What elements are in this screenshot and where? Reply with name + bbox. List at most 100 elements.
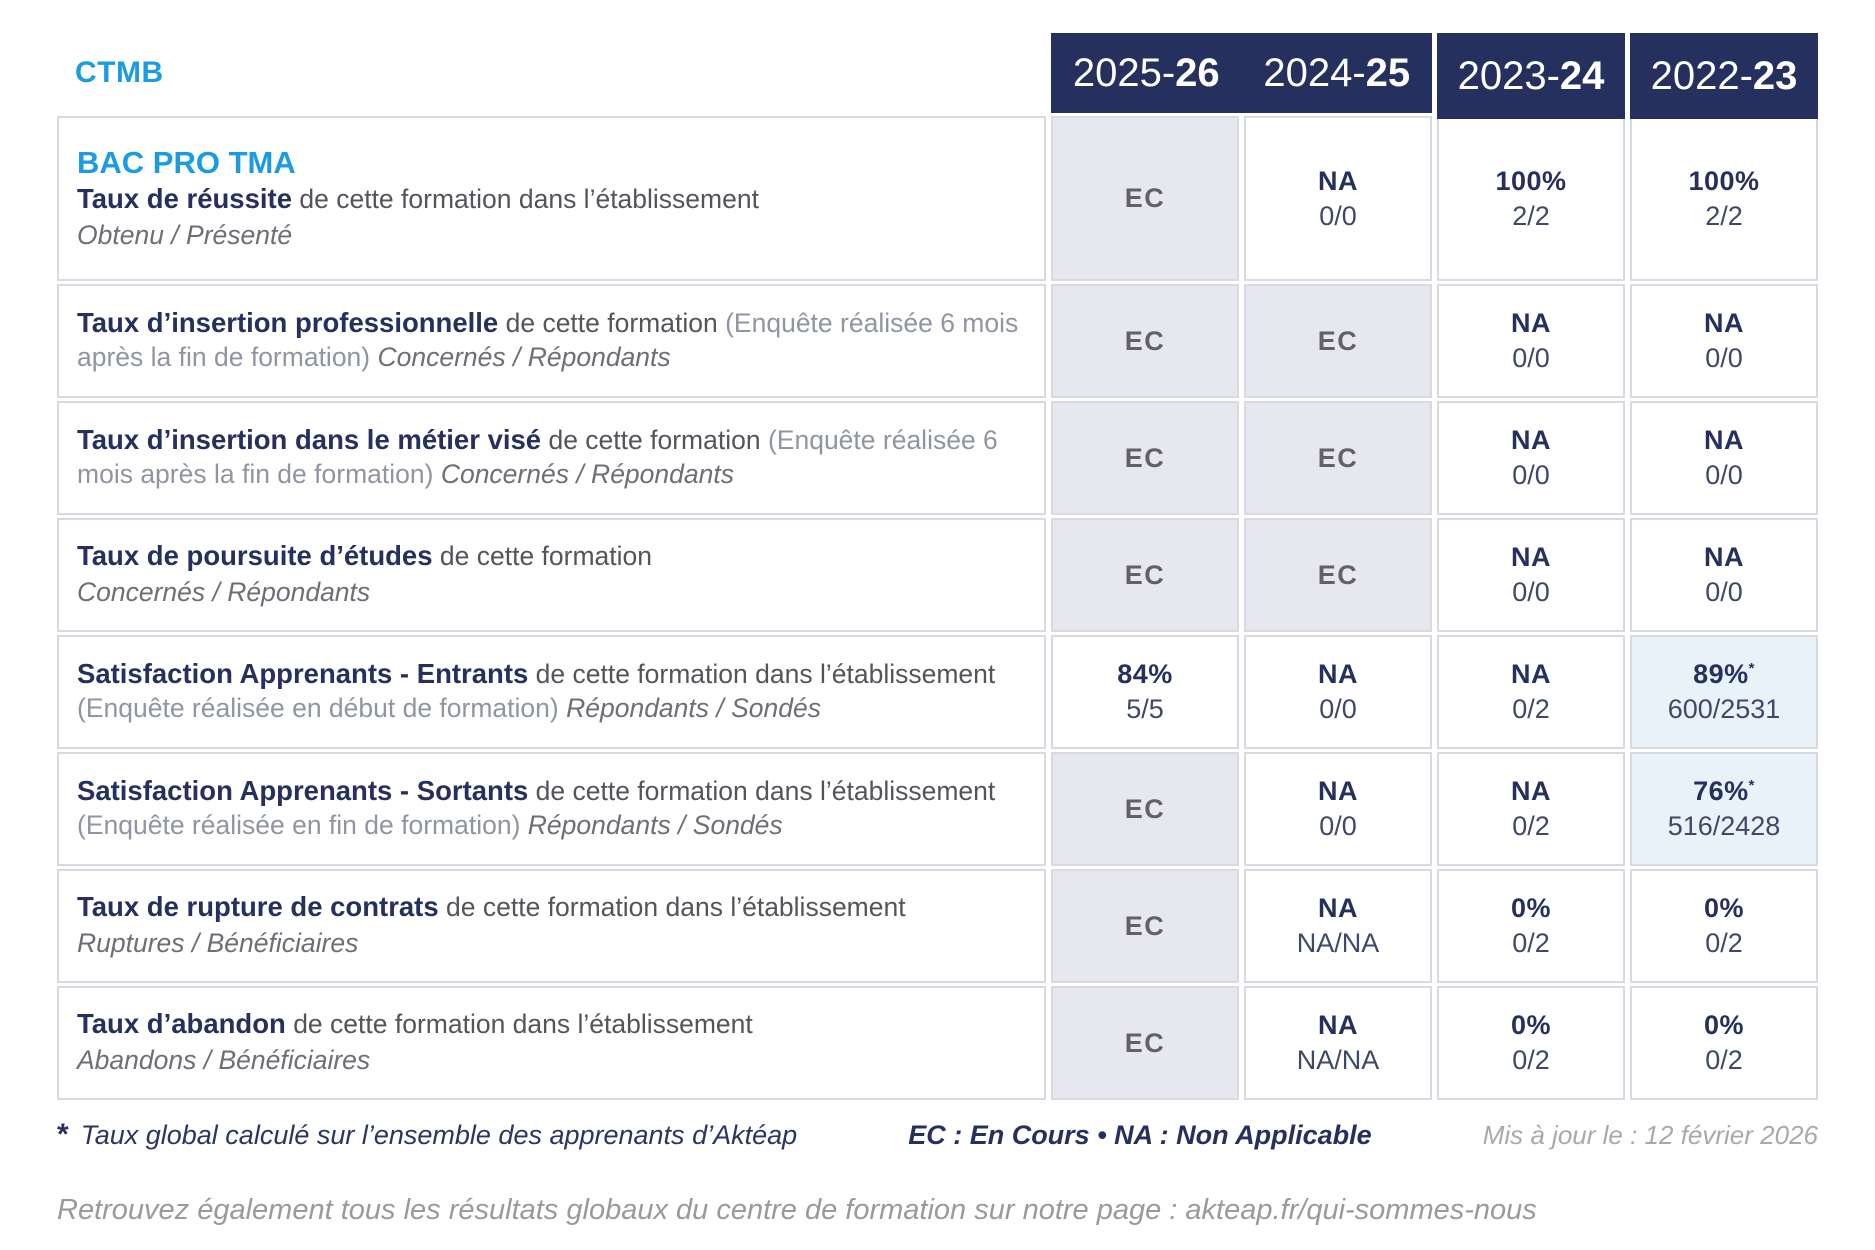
bottom-note: Retrouvez également tous les résultats g… (57, 1194, 1537, 1226)
value-main: 100% (1688, 165, 1760, 196)
value-main: EC (1317, 325, 1359, 356)
metric-row-label-abandon: Taux d’abandon de cette formation dans l… (57, 986, 1046, 1100)
metric-desc: de cette formation (439, 541, 653, 571)
updated-date: Mis à jour le : 12 février 2026 (1482, 1120, 1818, 1150)
value-main: EC (1124, 1027, 1166, 1058)
value-cell: NA NA/NA (1244, 869, 1432, 983)
column-header-2024-25: 2024- 25 (1241, 33, 1432, 113)
metric-line: Satisfaction Apprenants - Sortants de ce… (77, 774, 1024, 842)
value-cell: NA 0/0 (1437, 518, 1625, 632)
metric-row-label-insertion-pro: Taux d’insertion professionnelle de cett… (57, 284, 1046, 398)
asterisk-legend-marker: * (57, 1118, 69, 1151)
metric-title: Taux d’abandon (77, 1008, 286, 1039)
year-suffix: 26 (1175, 50, 1220, 95)
value-main: NA (1318, 776, 1358, 806)
value-main: NA (1511, 542, 1551, 572)
value-cell: EC (1051, 116, 1239, 281)
metric-title: Taux d’insertion dans le métier visé (77, 424, 542, 455)
year-prefix: 2024- (1263, 50, 1366, 95)
metric-desc: de cette formation dans l’établissement (293, 1009, 753, 1039)
value-main: NA (1704, 425, 1744, 455)
metric-paren: (Enquête réalisée 6 mois après la fin de… (77, 425, 998, 489)
metric-title: Taux d’insertion professionnelle (77, 307, 499, 338)
year-prefix: 2025- (1072, 50, 1176, 95)
value-main: NA (1318, 1010, 1358, 1040)
metric-title: Taux de poursuite d’études (77, 540, 433, 571)
metric-subtitle: Ruptures / Bénéficiaires (77, 928, 359, 958)
metric-line: Taux de poursuite d’études de cette form… (77, 539, 1024, 609)
metric-line: Taux d’insertion dans le métier visé de … (77, 423, 1024, 491)
value-main: 89%* (1693, 659, 1755, 690)
value-main: 0% (1510, 893, 1552, 923)
footnote-text: Taux global calculé sur l’ensemble des a… (80, 1120, 798, 1150)
value-sub: 2/2 (1512, 200, 1550, 231)
metric-line: Taux de réussite de cette formation dans… (77, 182, 1024, 252)
asterisk-marker: * (1748, 778, 1755, 794)
year-prefix: 2023- (1457, 53, 1560, 98)
metric-line: Taux d’abandon de cette formation dans l… (77, 1007, 1024, 1077)
metric-paren: (Enquête réalisée 6 mois après la fin de… (77, 308, 1019, 372)
value-sub: 600/2531 (1667, 694, 1781, 724)
footnote-left: * Taux global calculé sur l’ensemble des… (57, 1118, 797, 1152)
value-cell: EC (1051, 401, 1239, 515)
results-table: CTMB 2025- 26 2024- 25 2023- 24 2022- 23 BAC… (57, 33, 1818, 1100)
value-sub: 0/0 (1705, 577, 1743, 607)
value-main: 0% (1703, 893, 1745, 923)
metric-title: Taux de réussite (77, 182, 292, 214)
value-cell: EC (1051, 986, 1239, 1100)
footnote-bar: * Taux global calculé sur l’ensemble des… (57, 1118, 1818, 1152)
value-cell: EC (1244, 518, 1432, 632)
value-main: EC (1124, 183, 1166, 213)
value-cell: NA 0/0 (1244, 635, 1432, 749)
value-percent: 76% (1693, 776, 1749, 806)
value-cell: NA 0/0 (1630, 518, 1818, 632)
value-main: NA (1704, 542, 1744, 572)
value-main: NA (1511, 659, 1551, 689)
metric-desc: de cette formation dans l’établissement (299, 183, 759, 214)
year-suffix: 23 (1752, 53, 1798, 98)
metric-row-label-reussite: BAC PRO TMA Taux de réussite de cette fo… (57, 116, 1046, 281)
value-main: EC (1124, 442, 1166, 473)
page-title: CTMB (75, 56, 164, 89)
value-sub: 0/2 (1512, 1045, 1550, 1075)
value-main: NA (1511, 776, 1551, 806)
value-cell: EC (1051, 518, 1239, 632)
metric-line: Taux de rupture de contrats de cette for… (77, 890, 1024, 960)
metric-title: Taux de rupture de contrats (77, 891, 439, 922)
value-cell: EC (1051, 869, 1239, 983)
column-header-2023-24: 2023- 24 (1437, 33, 1625, 119)
value-cell: NA 0/2 (1437, 752, 1625, 866)
value-cell: 100% 2/2 (1437, 116, 1625, 281)
value-cell: NA NA/NA (1244, 986, 1432, 1100)
metric-title: Satisfaction Apprenants - Sortants (77, 775, 529, 806)
value-cell: NA 0/2 (1437, 635, 1625, 749)
metric-title: Satisfaction Apprenants - Entrants (77, 658, 529, 689)
value-cell: NA 0/0 (1630, 284, 1818, 398)
value-sub: NA/NA (1296, 928, 1380, 958)
value-sub: 0/0 (1512, 460, 1550, 490)
program-title: BAC PRO TMA (77, 144, 296, 180)
value-main: 76%* (1693, 776, 1755, 807)
value-cell-global-rate: 89%* 600/2531 (1630, 635, 1818, 749)
value-main: NA (1318, 165, 1358, 196)
year-suffix: 24 (1559, 53, 1605, 98)
metric-row-label-satisfaction-sortants: Satisfaction Apprenants - Sortants de ce… (57, 752, 1046, 866)
metric-subtitle: Concernés / Répondants (77, 577, 371, 607)
value-main: EC (1124, 325, 1166, 356)
value-cell-global-rate: 76%* 516/2428 (1630, 752, 1818, 866)
metric-row-label-rupture: Taux de rupture de contrats de cette for… (57, 869, 1046, 983)
value-sub: 0/0 (1705, 460, 1743, 490)
metric-desc: de cette formation (548, 425, 761, 455)
value-cell: NA 0/0 (1244, 752, 1432, 866)
value-sub: 0/2 (1705, 1045, 1743, 1075)
metric-subtitle: Obtenu / Présenté (77, 219, 293, 250)
value-main: 0% (1510, 1010, 1552, 1040)
value-cell: NA 0/0 (1244, 116, 1432, 281)
value-main: NA (1704, 308, 1744, 338)
value-main: 84% (1117, 659, 1173, 689)
value-main: NA (1318, 893, 1358, 923)
value-main: NA (1318, 659, 1358, 689)
metric-subtitle: Répondants / Sondés (566, 693, 821, 723)
asterisk-marker: * (1748, 661, 1755, 677)
abbreviation-legend: EC : En Cours • NA : Non Applicable (908, 1120, 1372, 1150)
